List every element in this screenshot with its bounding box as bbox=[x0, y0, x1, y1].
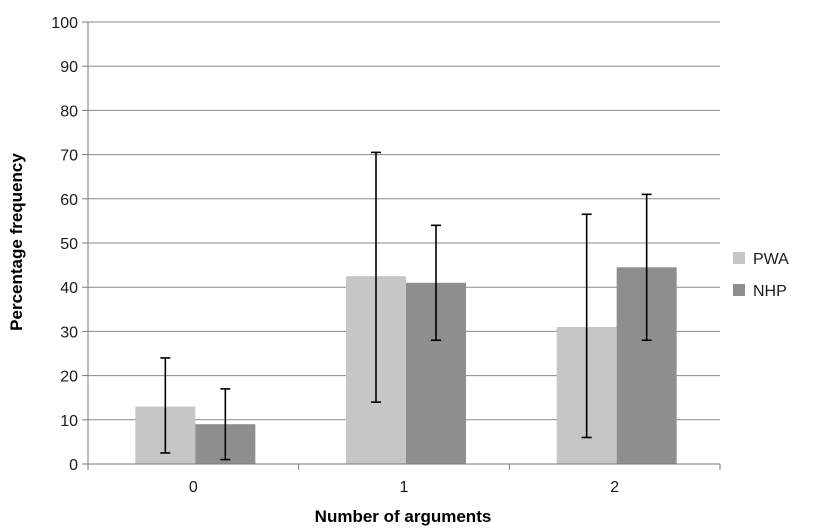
x-tick-label: 2 bbox=[610, 479, 619, 496]
legend-label-nhp: NHP bbox=[753, 283, 787, 300]
y-tick-label: 90 bbox=[60, 59, 78, 76]
legend-swatch-nhp bbox=[733, 284, 745, 296]
y-axis-title: Percentage frequency bbox=[7, 153, 26, 331]
axes bbox=[82, 21, 721, 470]
legend-swatch-pwa bbox=[733, 252, 745, 264]
gridlines bbox=[88, 21, 720, 421]
y-tick-label: 70 bbox=[60, 148, 78, 165]
y-tick-label: 80 bbox=[60, 103, 78, 120]
y-tick-label: 30 bbox=[60, 324, 78, 341]
y-tick-label: 100 bbox=[51, 15, 78, 32]
x-tick-label: 1 bbox=[400, 479, 409, 496]
x-tick-label: 0 bbox=[189, 479, 198, 496]
legend: PWA NHP bbox=[733, 251, 789, 300]
y-tick-label: 40 bbox=[60, 280, 78, 297]
y-tick-label: 20 bbox=[60, 369, 78, 386]
y-tick-label: 10 bbox=[60, 413, 78, 430]
error-bars bbox=[160, 151, 652, 461]
y-tick-label: 60 bbox=[60, 192, 78, 209]
tick-labels: 0 10 20 30 40 50 60 70 80 90 100 0 1 2 bbox=[51, 15, 619, 496]
y-tick-label: 0 bbox=[69, 457, 78, 474]
bars bbox=[135, 267, 677, 464]
legend-label-pwa: PWA bbox=[753, 251, 789, 268]
y-tick-label: 50 bbox=[60, 236, 78, 253]
x-axis-title: Number of arguments bbox=[315, 507, 492, 526]
